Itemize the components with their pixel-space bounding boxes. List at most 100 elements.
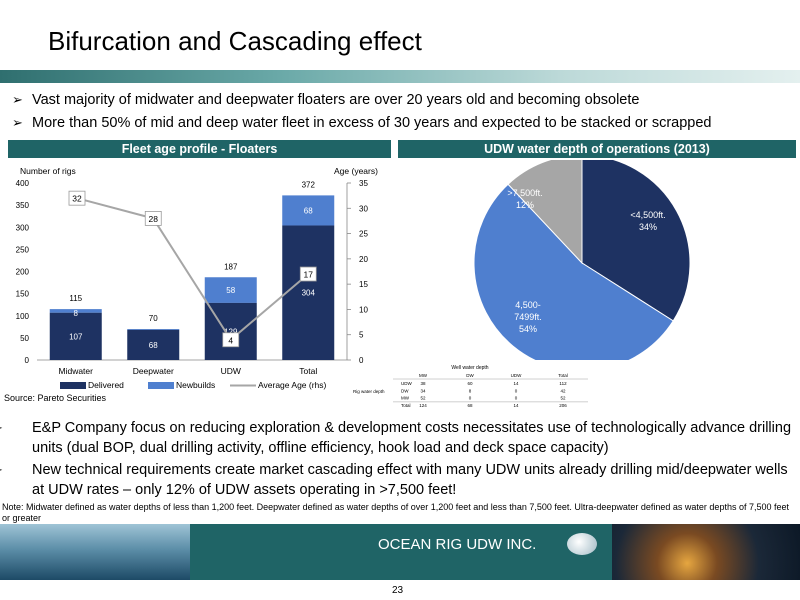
bar-newbuilds xyxy=(204,277,257,303)
table-column-header: DW xyxy=(466,373,474,378)
y-tick-label: 50 xyxy=(20,334,29,343)
table-cell: 0 xyxy=(469,396,472,401)
y-tick-label: 0 xyxy=(25,356,30,365)
avg-age-marker xyxy=(299,266,317,282)
data-label-average-age: 32 xyxy=(72,194,82,204)
legend-swatch xyxy=(60,382,86,389)
y2-tick-label: 30 xyxy=(359,204,368,213)
x-tick-label: Deepwater xyxy=(133,366,174,376)
table-cell: 124 xyxy=(419,403,427,408)
table-cell: 0 xyxy=(515,388,518,393)
table-cell: 14 xyxy=(513,381,519,386)
y2-tick-label: 25 xyxy=(359,230,368,239)
arrow-bullet-icon: ➢ xyxy=(0,418,32,438)
data-label-total: 187 xyxy=(224,262,238,271)
y-tick-label: 250 xyxy=(16,245,30,254)
footnote: Note: Midwater defined as water depths o… xyxy=(2,502,789,523)
table-cell: 0 xyxy=(515,396,518,401)
data-label-average-age: 4 xyxy=(228,335,233,345)
data-label-total: 372 xyxy=(302,180,316,189)
fleet-age-header: Fleet age profile - Floaters xyxy=(8,140,391,158)
x-tick-label: Total xyxy=(299,366,317,376)
company-logo-icon xyxy=(567,533,597,555)
bar-delivered xyxy=(49,312,102,360)
source-note: Source: Pareto Securities xyxy=(4,393,107,403)
y-axis-title: Number of rigs xyxy=(20,166,76,176)
pie-slice xyxy=(473,183,674,360)
bullet-item: ➢ More than 50% of mid and deep water fle… xyxy=(12,115,712,131)
table-cell: 8 xyxy=(469,388,472,393)
legend-swatch xyxy=(148,382,174,389)
y2-axis-title: Age (years) xyxy=(334,166,378,176)
data-label-newbuilds: 8 xyxy=(74,309,79,318)
ship-photo xyxy=(0,524,190,580)
data-label-newbuilds: 68 xyxy=(304,206,313,215)
avg-age-marker xyxy=(222,332,240,348)
y2-tick-label: 5 xyxy=(359,331,364,340)
table-row-title: Rig water depth xyxy=(353,389,385,394)
bullet-item: ➢ Vast majority of midwater and deepwater… xyxy=(12,92,639,108)
company-name: OCEAN RIG UDW INC. xyxy=(378,536,537,553)
table-cell: 206 xyxy=(559,403,567,408)
y-tick-label: 300 xyxy=(16,223,30,232)
y-tick-label: 400 xyxy=(16,179,30,188)
y2-tick-label: 35 xyxy=(359,179,368,188)
data-label-total: 70 xyxy=(149,314,158,323)
pie-slice xyxy=(507,160,583,265)
table-cell: 68 xyxy=(467,403,473,408)
table-cell: 52 xyxy=(420,396,426,401)
pie-slice xyxy=(581,160,691,322)
y-tick-label: 150 xyxy=(16,290,30,299)
data-label-delivered: 129 xyxy=(224,327,238,336)
table-cell: 112 xyxy=(559,381,567,386)
bar-newbuilds xyxy=(49,309,102,313)
bar-newbuilds xyxy=(127,329,180,330)
y2-tick-label: 10 xyxy=(359,305,368,314)
table-cell: 38 xyxy=(420,381,426,386)
y2-tick-label: 15 xyxy=(359,280,368,289)
bar-delivered xyxy=(127,329,180,360)
well-water-depth-table: Well water depth MW DW UDW Total Rig water de… xyxy=(353,365,588,408)
legend-label: Newbuilds xyxy=(176,380,215,390)
x-tick-label: UDW xyxy=(221,366,241,376)
avg-age-marker xyxy=(144,211,162,226)
rig-photo xyxy=(612,524,800,580)
bullet-text: Vast majority of midwater and deepwater … xyxy=(32,92,640,108)
fleet-age-chart: Number of rigs Age (years)050100150200250… xyxy=(16,166,378,390)
arrow-bullet-icon: ➢ xyxy=(12,92,23,107)
data-label-delivered: 107 xyxy=(69,332,83,341)
page-title: Bifurcation and Cascading effect xyxy=(48,26,422,56)
data-label-delivered: 304 xyxy=(302,289,316,298)
data-label-newbuilds: 58 xyxy=(226,286,235,295)
data-label-total: 115 xyxy=(69,294,82,303)
bullet-item: ➢E&P Company focus on reducing explorati… xyxy=(0,418,792,458)
x-tick-label: Midwater xyxy=(59,366,94,376)
legend-label: Average Age (rhs) xyxy=(258,380,327,390)
title-divider-bar xyxy=(0,70,800,83)
udw-depth-pie-chart: <4,500ft. 34% 4,500-7499ft. 54% >7,500ft. 12% xyxy=(473,160,691,360)
table-cell: 34 xyxy=(420,388,426,393)
y-tick-label: 350 xyxy=(16,201,30,210)
series-line-average-age xyxy=(76,197,309,342)
table-row-label: MW xyxy=(401,396,410,401)
table-row-label: DW xyxy=(401,388,409,393)
table-cell: 14 xyxy=(513,403,519,408)
table-cell: 60 xyxy=(467,381,473,386)
pie-slice-label: 4,500-7499ft. 54% xyxy=(514,300,542,334)
data-label-average-age: 28 xyxy=(149,214,159,224)
y2-tick-label: 0 xyxy=(359,356,364,365)
table-cell: 52 xyxy=(560,396,566,401)
table-column-header: Total xyxy=(558,373,568,378)
arrow-bullet-icon: ➢ xyxy=(0,460,32,480)
y2-tick-label: 20 xyxy=(359,255,368,264)
data-label-average-age: 17 xyxy=(304,270,314,280)
bullet-text: E&P Company focus on reducing exploratio… xyxy=(32,420,792,456)
table-cell: 42 xyxy=(560,388,566,393)
y-tick-label: 100 xyxy=(16,312,30,321)
pie-slice-label: <4,500ft. 34% xyxy=(630,210,665,232)
page-number: 23 xyxy=(392,585,404,596)
arrow-bullet-icon: ➢ xyxy=(12,115,23,130)
table-column-header: UDW xyxy=(511,373,522,378)
table-row-label: Total xyxy=(401,403,411,408)
bullet-item: ➢New technical requirements create marke… xyxy=(0,460,792,500)
